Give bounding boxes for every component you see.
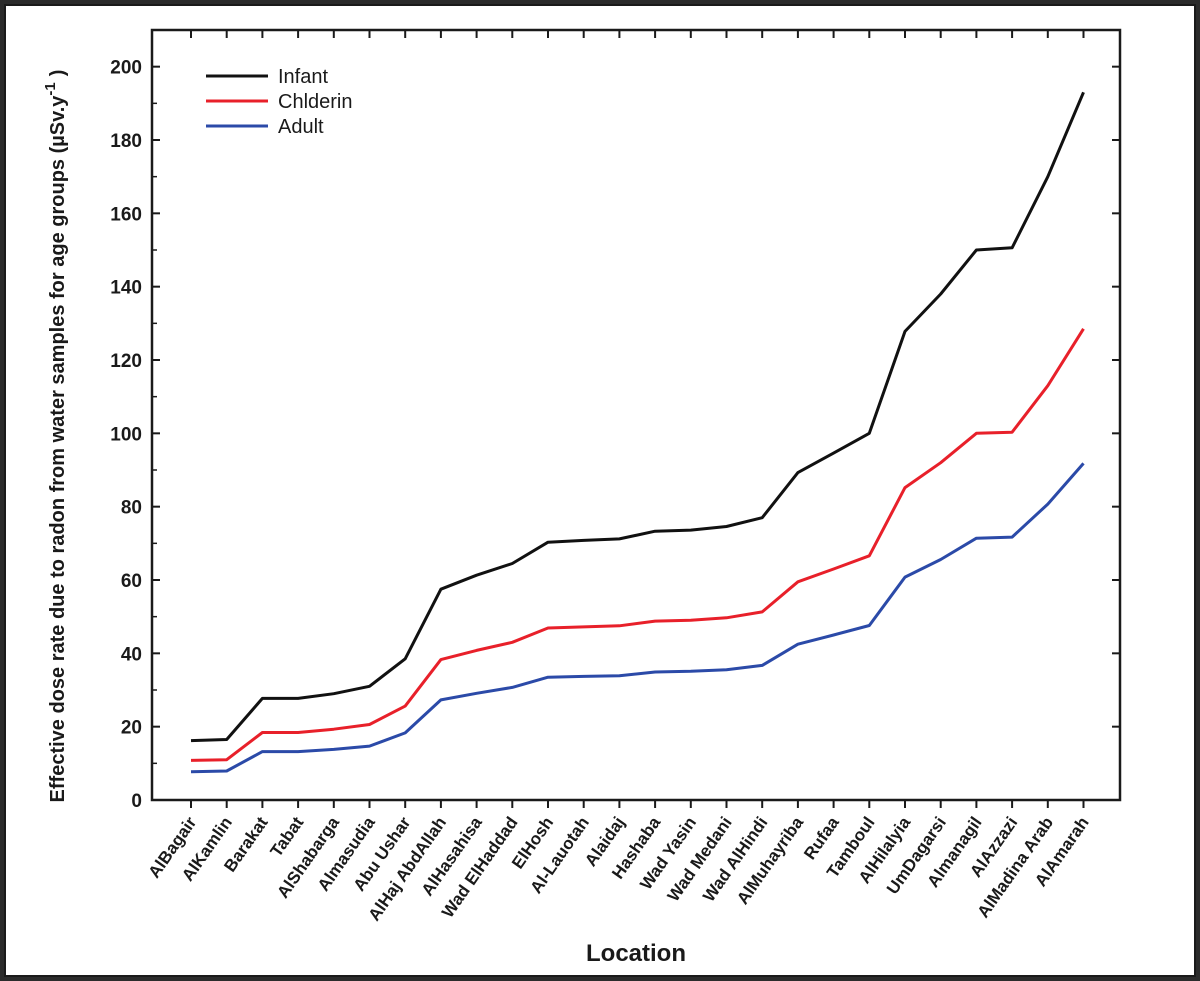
y-tick-label: 0 bbox=[131, 791, 142, 812]
plot-border bbox=[150, 28, 1122, 802]
y-tick-label: 40 bbox=[121, 644, 142, 665]
y-tick-label: 80 bbox=[121, 498, 142, 519]
y-tick-label: 20 bbox=[121, 718, 142, 739]
axes bbox=[150, 28, 1122, 802]
y-tick-label: 180 bbox=[110, 131, 142, 152]
chart-frame: 0 20 40 60 80 100 120 140 160 180 200 AlBagair AlKa… bbox=[4, 4, 1196, 977]
y-tick-label: 140 bbox=[110, 278, 142, 299]
y-axis-title-main: Effective dose rate due to radon from wa… bbox=[47, 95, 69, 803]
y-tick-label: 100 bbox=[110, 424, 142, 445]
y-axis-ticks: 0 20 40 60 80 100 120 140 160 180 200 bbox=[110, 58, 1120, 812]
line-chart: 0 20 40 60 80 100 120 140 160 180 200 AlBagairAlKa… bbox=[42, 28, 1122, 967]
y-tick-label: 160 bbox=[110, 204, 142, 225]
y-tick-label: 120 bbox=[110, 351, 142, 372]
legend: Infant Chlderin Adult bbox=[206, 66, 352, 138]
y-tick-label: 200 bbox=[110, 58, 142, 79]
legend-label-chlderin: Chlderin bbox=[278, 91, 352, 113]
series-line-infant bbox=[190, 91, 1085, 743]
y-axis-title: Effective dose rate due to radon from wa… bbox=[42, 70, 69, 803]
y-axis-title-superscript: -1 bbox=[42, 82, 59, 95]
legend-label-infant: Infant bbox=[278, 66, 328, 88]
y-axis-title-close: ) bbox=[47, 70, 69, 77]
series-lines bbox=[190, 91, 1085, 774]
x-axis-title: Location bbox=[586, 940, 686, 967]
x-axis-ticks: AlBagairAlKamlinBarakatTabatAlShabargaAl… bbox=[145, 30, 1093, 924]
legend-label-adult: Adult bbox=[278, 116, 324, 138]
y-tick-label: 60 bbox=[121, 571, 142, 592]
series-line-chlderin bbox=[190, 328, 1085, 762]
series-line-adult bbox=[190, 462, 1085, 774]
